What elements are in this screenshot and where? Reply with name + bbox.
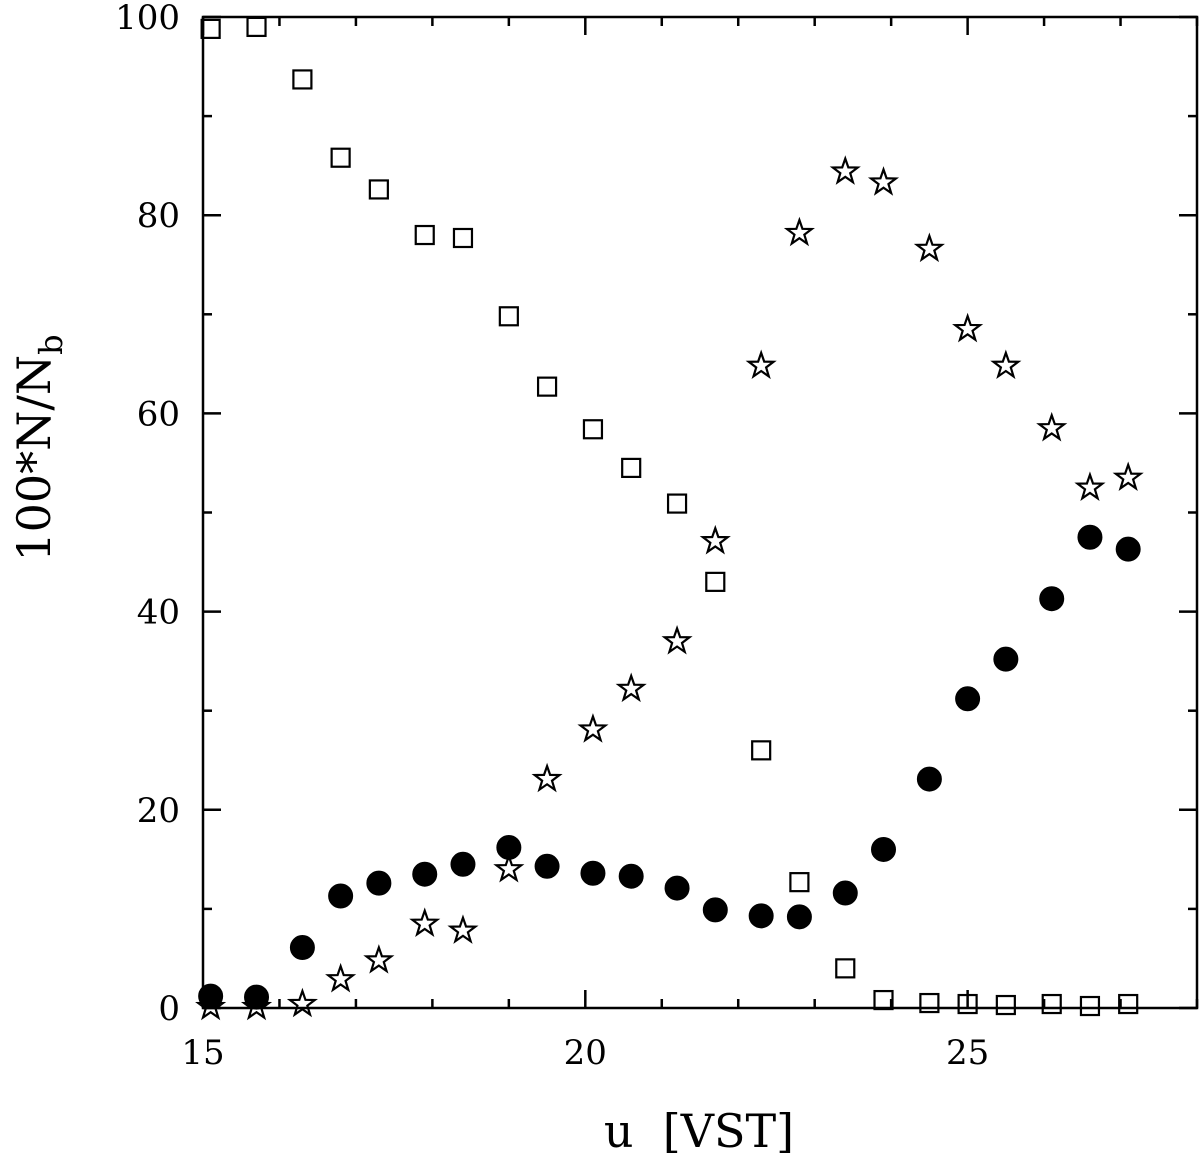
- square-point: [1041, 993, 1062, 1015]
- square-point: [200, 18, 221, 39]
- x-tick-label: 25: [946, 1033, 989, 1073]
- star-point: [867, 166, 900, 196]
- series-filled-circle: [198, 524, 1141, 1010]
- circle-point: [450, 851, 476, 877]
- axes: 15 20 25 0 20 40 60 80 100: [115, 0, 1199, 1073]
- star-point: [699, 524, 731, 555]
- circle-point: [289, 935, 315, 961]
- square-point: [368, 179, 389, 200]
- star-point: [615, 672, 647, 703]
- square-point: [246, 16, 267, 38]
- x-axis-title: u [VST]: [604, 1104, 794, 1156]
- star-point: [990, 349, 1022, 380]
- circle-point: [244, 984, 270, 1010]
- square-point: [751, 740, 772, 761]
- square-point: [452, 227, 474, 249]
- x-tick-label: 20: [564, 1033, 607, 1073]
- circle-point: [618, 863, 644, 889]
- square-point: [995, 994, 1016, 1016]
- y-tick-label: 60: [137, 394, 180, 434]
- circle-point: [534, 853, 560, 879]
- square-point: [1118, 993, 1139, 1015]
- y-tick-label: 40: [137, 593, 180, 633]
- circle-point: [664, 875, 690, 901]
- square-point: [1079, 995, 1101, 1017]
- data-marks: [195, 16, 1144, 1021]
- series-open-square: [200, 16, 1139, 1017]
- circle-point: [580, 860, 606, 886]
- star-point: [952, 312, 984, 343]
- circle-point: [832, 880, 858, 906]
- star-point: [577, 713, 609, 743]
- square-point: [414, 224, 435, 246]
- circle-point: [1039, 586, 1065, 612]
- circle-point: [702, 897, 728, 923]
- square-point: [498, 306, 519, 327]
- star-point: [745, 349, 777, 380]
- star-point: [913, 232, 945, 263]
- y-axis-title-main: 100*N/N: [7, 355, 61, 562]
- star-point: [783, 216, 815, 247]
- circle-point: [412, 861, 438, 887]
- circle-point: [328, 883, 354, 909]
- square-point: [582, 419, 604, 440]
- circle-point: [786, 904, 812, 930]
- circle-point: [955, 686, 981, 712]
- square-point: [666, 493, 688, 514]
- square-point: [873, 989, 894, 1011]
- star-point: [325, 962, 357, 993]
- square-point: [919, 992, 940, 1014]
- square-point: [621, 457, 642, 479]
- y-axis-title-subscript: b: [32, 334, 70, 354]
- star-point: [447, 914, 479, 944]
- circle-point: [1115, 536, 1141, 562]
- circle-point: [1077, 524, 1103, 550]
- circle-point: [871, 836, 897, 862]
- y-tick-label: 0: [158, 989, 180, 1029]
- series-open-star: [195, 155, 1144, 1021]
- y-tick-label: 80: [137, 196, 180, 236]
- square-point: [835, 958, 856, 979]
- y-tick-label: 20: [137, 791, 180, 831]
- square-point: [789, 872, 810, 893]
- star-point: [661, 624, 693, 655]
- star-point: [1074, 471, 1106, 501]
- star-point: [493, 852, 525, 883]
- square-point: [705, 571, 726, 592]
- circle-point: [366, 870, 392, 896]
- circle-point: [748, 903, 774, 929]
- y-tick-label: 100: [115, 0, 180, 38]
- star-point: [286, 987, 318, 1018]
- square-point: [292, 69, 313, 90]
- square-point: [536, 376, 558, 397]
- circle-point: [916, 766, 942, 792]
- star-point: [1112, 461, 1144, 492]
- star-point: [409, 907, 441, 937]
- star-point: [829, 155, 861, 185]
- star-point: [531, 762, 563, 793]
- plot-frame: [201, 15, 1199, 1010]
- y-axis-title: 100*N/Nb: [7, 334, 70, 561]
- star-point: [1036, 411, 1068, 442]
- circle-point: [993, 646, 1019, 672]
- square-point: [330, 147, 351, 168]
- star-point: [363, 944, 395, 974]
- circle-point: [496, 834, 522, 860]
- x-tick-label: 15: [181, 1033, 224, 1073]
